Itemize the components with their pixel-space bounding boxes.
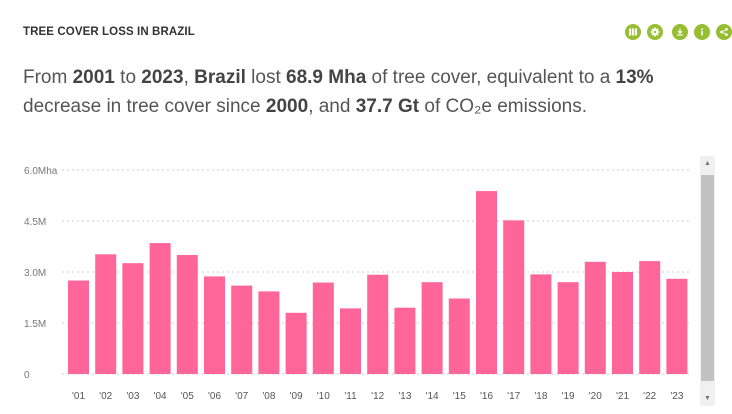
- map-icon[interactable]: [625, 24, 641, 40]
- widget-header: TREE COVER LOSS IN BRAZIL: [23, 24, 732, 44]
- x-tick-label: '09: [290, 391, 303, 402]
- emissions-value: 37.7 Gt: [355, 96, 420, 117]
- bar: [448, 298, 470, 374]
- bar: [584, 261, 606, 374]
- loss-value: 68.9 Mha: [286, 67, 367, 88]
- x-tick-label: '03: [126, 391, 139, 402]
- sentence-text: of CO₂e emissions.: [419, 96, 587, 117]
- x-tick-label: '17: [507, 391, 520, 402]
- download-icon[interactable]: [672, 24, 688, 40]
- bar: [285, 312, 307, 374]
- widget-toolbar: [625, 24, 732, 40]
- x-tick-label: '08: [262, 391, 275, 402]
- bar: [530, 274, 552, 374]
- y-tick-label: 6.0Mha: [24, 166, 58, 177]
- bar-chart: 0 1.5M 3.0M 4.5M 6.0Mha '01 '02 '03 '04 '05 '06 '07…: [24, 166, 690, 402]
- bar: [367, 274, 389, 374]
- start-year: 2001: [72, 67, 115, 88]
- x-tick-label: '05: [181, 391, 194, 402]
- x-tick-label: '16: [480, 391, 493, 402]
- location-name: Brazil: [194, 67, 246, 88]
- x-tick-label: '18: [534, 391, 547, 402]
- sentence-text: ,: [183, 67, 195, 88]
- bar: [204, 276, 225, 374]
- x-tick-label: '07: [235, 391, 248, 402]
- x-tick-label: '12: [371, 391, 384, 402]
- y-tick-label: 4.5M: [24, 217, 46, 228]
- bar: [557, 282, 579, 374]
- x-tick-label: '02: [99, 391, 112, 402]
- sentence-text: From: [23, 67, 73, 88]
- info-icon[interactable]: [694, 24, 710, 40]
- x-tick-label: '13: [398, 391, 411, 402]
- bar: [149, 243, 171, 374]
- sentence-text: lost: [245, 67, 287, 88]
- bar: [476, 191, 497, 374]
- share-icon[interactable]: [716, 24, 732, 40]
- bar: [95, 254, 117, 374]
- widget-sentence: From 2001 to 2023, Brazil lost 68.9 Mha …: [23, 63, 713, 121]
- x-tick-label: '14: [426, 391, 439, 402]
- y-tick-label: 1.5M: [24, 319, 46, 330]
- bar: [122, 263, 144, 374]
- scroll-down-icon[interactable]: ▼: [704, 395, 711, 402]
- x-tick-label: '22: [643, 391, 656, 402]
- percent-value: 13%: [615, 67, 654, 88]
- bar: [612, 272, 633, 374]
- y-tick-label: 3.0M: [24, 268, 46, 279]
- bar: [503, 220, 525, 374]
- widget-title: TREE COVER LOSS IN BRAZIL: [23, 26, 195, 38]
- bar: [68, 280, 89, 374]
- x-tick-label: '06: [208, 391, 221, 402]
- x-tick-label: '20: [589, 391, 602, 402]
- x-tick-label: '10: [317, 391, 330, 402]
- x-tick-label: '04: [154, 391, 167, 402]
- x-tick-label: '21: [616, 391, 629, 402]
- x-tick-label: '15: [453, 391, 466, 402]
- end-year: 2023: [141, 67, 184, 88]
- bar: [394, 307, 416, 374]
- settings-icon[interactable]: [647, 24, 663, 40]
- sentence-text: of tree cover, equivalent to a: [366, 67, 616, 88]
- chart-container: 0 1.5M 3.0M 4.5M 6.0Mha '01 '02 '03 '04 '05 '06 '07…: [0, 150, 732, 414]
- bar: [176, 255, 198, 374]
- scroll-thumb[interactable]: [701, 175, 714, 381]
- bar: [340, 308, 361, 374]
- y-tick-label: 0: [24, 370, 30, 381]
- sentence-text: to: [114, 67, 142, 88]
- bar: [258, 291, 280, 374]
- x-tick-label: '19: [562, 391, 575, 402]
- x-tick-label: '11: [344, 391, 357, 402]
- bar: [639, 261, 661, 374]
- x-tick-label: '01: [72, 391, 85, 402]
- bar: [231, 285, 253, 374]
- sentence-text: , and: [308, 96, 356, 117]
- x-tick-label: '23: [670, 391, 683, 402]
- bar: [312, 282, 334, 374]
- chart-scrollbar[interactable]: ▲ ▼: [700, 156, 715, 406]
- sentence-text: decrease in tree cover since: [23, 96, 266, 117]
- bar: [666, 278, 688, 374]
- bar: [421, 282, 443, 374]
- base-year: 2000: [265, 96, 309, 117]
- scroll-up-icon[interactable]: ▲: [704, 160, 711, 167]
